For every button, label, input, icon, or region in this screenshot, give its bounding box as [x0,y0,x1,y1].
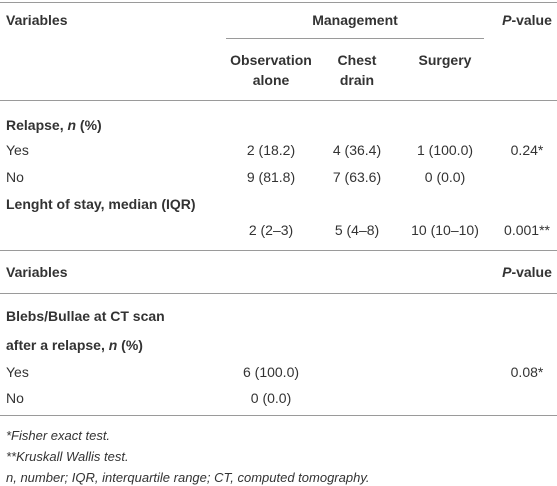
text-part: n [108,337,118,353]
footnote: *Fisher exact test. [6,428,111,443]
row-label: Yes [6,142,29,158]
cell: 0 (0.0) [250,390,292,406]
column-header: Observation [230,52,312,68]
text-part: Relapse, [6,117,68,133]
column-header: Surgery [418,52,472,68]
rule [226,38,484,39]
cell: 2 (2–3) [248,222,294,238]
text-part: P [502,264,512,280]
cell: 7 (63.6) [332,169,382,185]
rule [0,415,557,416]
rule [0,100,557,101]
text-part: -value [511,12,552,28]
header-cell: Variables [6,12,68,28]
text-part: after a relapse, [6,337,109,353]
cell: 6 (100.0) [242,364,300,380]
p-value: 0.08* [510,364,544,380]
text-part: (%) [117,337,143,353]
cell: 4 (36.4) [332,142,382,158]
header-cell: Variables [6,264,68,280]
text-part: -value [511,264,552,280]
section-title: Relapse, n (%) [6,116,102,134]
cell: 1 (100.0) [416,142,474,158]
rule [0,250,557,251]
text-part: n [67,117,77,133]
p-value: 0.24* [510,142,544,158]
section-title: Blebs/Bullae at CT scan [6,307,165,325]
text-part: P [502,12,512,28]
column-header: Chest [337,52,377,68]
text-part: (%) [76,117,102,133]
column-header: alone [252,72,290,88]
row-label: Yes [6,364,29,380]
rule [0,2,557,3]
rule [0,293,557,294]
row-label: No [6,390,24,406]
text-part: Blebs/Bullae at CT scan [6,308,165,324]
section-title: Lenght of stay, median (IQR) [6,196,196,212]
header-cell: P-value [502,263,552,281]
row-label: No [6,169,24,185]
footnote: n, number; IQR, interquartile range; CT,… [6,470,370,485]
section-title: after a relapse, n (%) [6,336,143,354]
cell: 9 (81.8) [246,169,296,185]
header-cell: P-value [502,11,552,29]
cell: 10 (10–10) [411,222,479,238]
cell: 5 (4–8) [334,222,380,238]
cell: 2 (18.2) [246,142,296,158]
footnote: **Kruskall Wallis test. [6,449,129,464]
header-cell: Management [312,12,398,28]
p-value: 0.001** [504,222,550,238]
column-header: drain [339,72,375,88]
cell: 0 (0.0) [424,169,466,185]
